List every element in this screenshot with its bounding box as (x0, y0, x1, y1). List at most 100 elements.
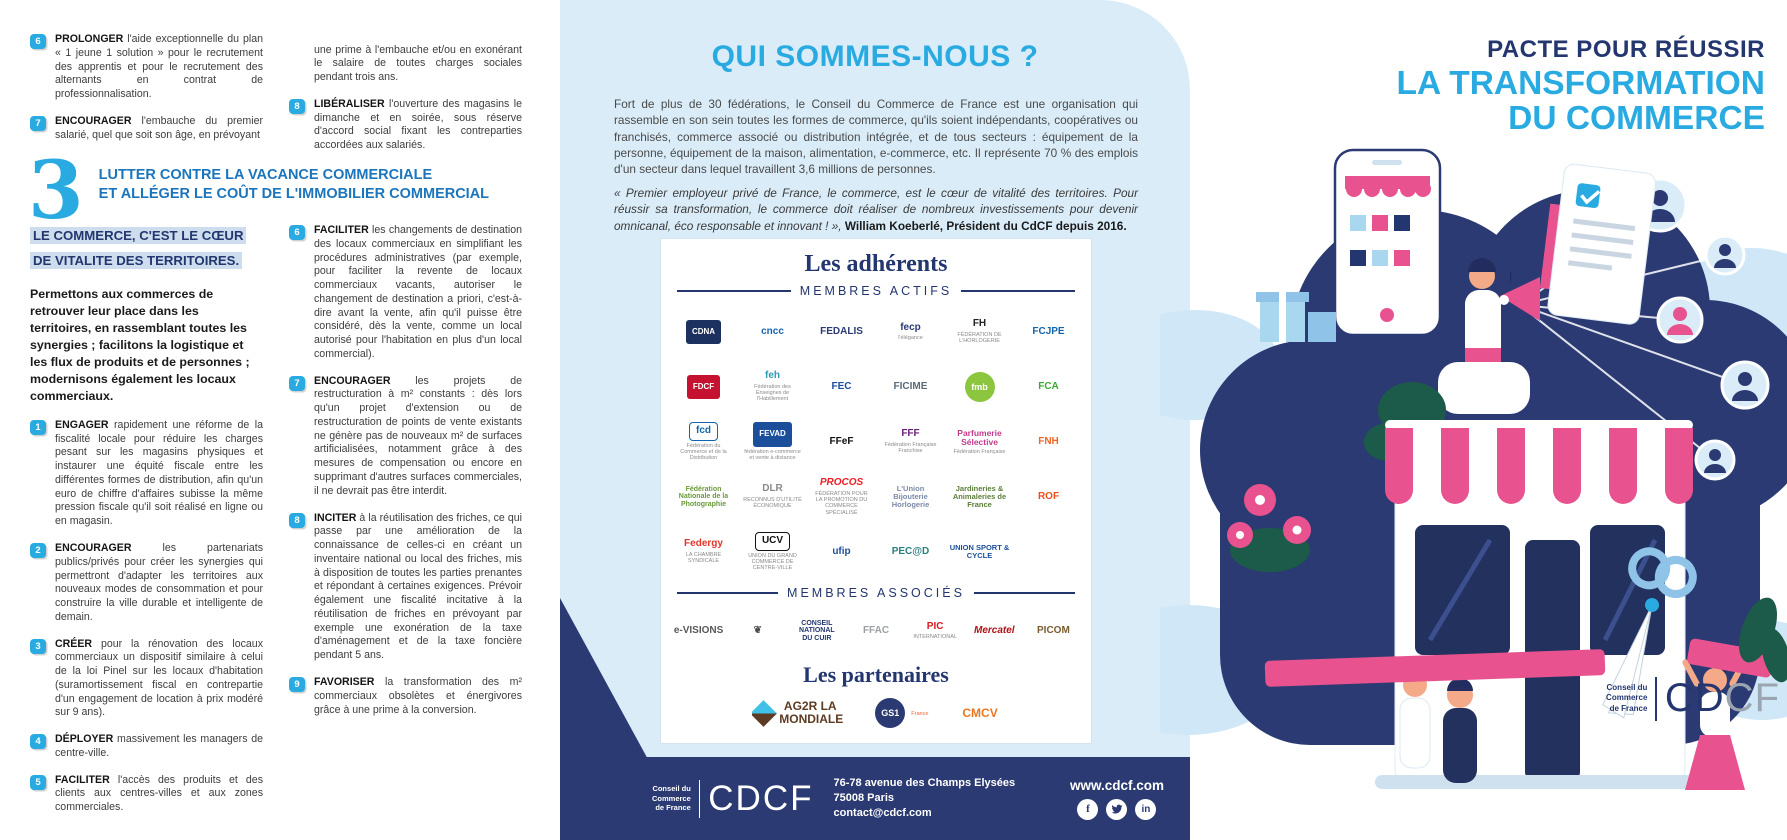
logo-parfumerie-selective: Parfumerie Sélective Fédération Française (945, 416, 1014, 468)
membres-associes-divider: MEMBRES ASSOCIÉS (677, 586, 1075, 600)
contact-email[interactable]: contact@cdcf.com (833, 806, 932, 819)
item-number-badge: 7 (30, 115, 46, 131)
item-text: ENGAGER rapidement une réforme de la fis… (55, 418, 263, 528)
ribbon-cutting (1264, 547, 1774, 719)
quote-text: « Premier employeur privé de France, le … (614, 186, 1138, 233)
highlight-statement: LE COMMERCE, C'EST LE CŒUR DE VITALITE D… (30, 224, 263, 274)
logo-text: FDCF (686, 374, 721, 400)
logo-fedalis: FEDALIS (807, 306, 876, 358)
logo-ffef: FFeF (807, 416, 876, 468)
logo-text: UCV (754, 532, 791, 551)
avatar (1694, 439, 1736, 481)
corner-leaves (1738, 597, 1787, 683)
cover-title: PACTE POUR RÉUSSIR LA TRANSFORMATION DU … (1355, 36, 1765, 137)
linkedin-icon[interactable]: in (1135, 798, 1157, 820)
section-title-line2: ET ALLÉGER LE COÛT DE L'IMMOBILIER COMME… (98, 186, 490, 203)
left-top-column-a: 6 PROLONGER l'aide exceptionnelle du plan… (30, 33, 263, 155)
cdcf-org-name: Conseil du Commerce de France (652, 783, 691, 813)
action-item-6: 6 FACILITER les changements de destinatio… (289, 224, 522, 362)
membres-actifs-divider: MEMBRES ACTIFS (677, 284, 1075, 298)
item-number-badge: 4 (30, 734, 46, 750)
logo-text: feh (765, 370, 780, 382)
gift-boxes (1256, 292, 1336, 342)
logo-text: FNH (1038, 435, 1059, 447)
logo-conseil-national-cuir: CONSEIL NATIONAL DU CUIR (787, 608, 846, 654)
item-number-badge: 8 (289, 98, 305, 114)
address-line1: 76-78 avenue des Champs Elysées (833, 777, 1016, 790)
logo-rof-opticiens: ROF (1014, 471, 1083, 523)
phone-shelves (1350, 215, 1410, 266)
logo-text: cncc (761, 325, 784, 337)
logo-fmb: fmb (945, 361, 1014, 413)
avatar (1720, 360, 1770, 410)
logo-subtext: Fédération Française (953, 448, 1006, 455)
logo-procos: PROCOS FÉDÉRATION POUR LA PROMOTION DU CO… (807, 471, 876, 523)
scissors-icon (1602, 547, 1697, 719)
logo-subtext: FÉDÉRATION DE L'HORLOGERIE (957, 331, 1002, 345)
cover-org-name: Conseil du Commerce de France (1606, 682, 1648, 713)
section-title-line1: LUTTER CONTRE LA VACANCE COMMERCIALE (98, 167, 433, 183)
logo-fh-horlogerie: FH FÉDÉRATION DE L'HORLOGERIE (945, 306, 1014, 358)
check-box (1575, 183, 1601, 208)
action-item-6: 6 PROLONGER l'aide exceptionnelle du plan… (30, 33, 263, 102)
logo-text: AG2R LA MONDIALE (779, 699, 844, 726)
logo-fcd: fcd Fédération du Commerce et de la Distr… (669, 416, 738, 468)
address-line2: 75008 Paris (833, 792, 895, 805)
logo-text: FH (972, 318, 987, 330)
logo-divider (698, 779, 701, 818)
logo-subtext: l'élégance (898, 335, 923, 342)
section-3-left-column: LE COMMERCE, C'EST LE CŒUR DE VITALITE D… (30, 224, 263, 828)
item-text: ENCOURAGER les projets de restructuratio… (314, 374, 522, 497)
item-number-badge: 2 (30, 543, 46, 558)
ribbon-right (1687, 638, 1774, 678)
logo-gs1-france: GS1 France (873, 690, 930, 736)
membres-actifs-logo-grid: CDNA cncc FEDALIS fecp l'élégance FH FÉDÉRATIO… (661, 304, 1091, 580)
logo-text: FFeF (829, 435, 854, 447)
item-text: LIBÉRALISER l'ouverture des magasins le … (314, 97, 522, 152)
logo-ufip: ufip (807, 526, 876, 578)
logo-text: Mercatel (973, 624, 1015, 636)
logo-feh: feh Fédération des Enseignes de l'Habille… (738, 361, 807, 413)
logo-subtext: LA CHAMBRE SYNDICALE (685, 551, 722, 565)
website-link[interactable]: www.cdcf.com (1069, 777, 1164, 793)
logo-subtext: UNION DU GRAND COMMERCE DE CENTRE-VILLE (748, 552, 797, 572)
divider-line (677, 592, 779, 594)
megaphone-icon (1500, 277, 1540, 321)
logo-mercatel: Mercatel (965, 608, 1024, 654)
logo-text: fmb (964, 372, 995, 402)
logo-text: FFAC (862, 624, 890, 636)
logo-text: CDNA (685, 319, 722, 345)
left-top-column-b: une prime à l'embauche et/ou en exonéran… (289, 33, 522, 166)
item-text: ENCOURAGER l'embauche du premier salarié… (55, 114, 263, 141)
item-number-badge: 1 (30, 419, 46, 435)
partenaires-title: Les partenaires (803, 662, 949, 687)
action-item-7: 7 ENCOURAGER les projets de restructurati… (289, 375, 522, 499)
logo-text: Parfumerie Sélective (957, 427, 1002, 447)
item-text: FACILITER l'accès des produits et des cl… (55, 773, 263, 814)
logo-union-sport-cycle: UNION SPORT & CYCLE (945, 526, 1014, 578)
contact-footer: Conseil du Commerce de France CDCF 76-78… (560, 757, 1190, 840)
logo-text: FICIME (893, 380, 928, 392)
facebook-icon[interactable]: f (1077, 798, 1099, 820)
action-item-3: 3 CRÉER pour la rénovation des locaux com… (30, 638, 263, 721)
twitter-icon[interactable] (1106, 798, 1128, 820)
logo-text: CMCV (962, 705, 998, 720)
logo-text: GS1 (875, 698, 906, 728)
logo-federgy: Federgy LA CHAMBRE SYNDICALE (669, 526, 738, 578)
logo-text: FEVAD (753, 422, 792, 447)
logo-text: ufip (832, 545, 851, 557)
item-number-badge: 9 (289, 676, 305, 692)
logo-text: Fédération Nationale de la Photographie (678, 485, 729, 508)
logo-subtext: France (911, 710, 929, 717)
cover-illustration (1160, 148, 1787, 790)
web-social-block: www.cdcf.com f in (1070, 778, 1164, 820)
logo-divider (1655, 676, 1657, 721)
logo-text: FFF (901, 428, 920, 440)
logo-fcjpe: FCJPE (1014, 306, 1083, 358)
logo-picom: PICOM (1024, 608, 1083, 654)
mobile-shop-illustration (1333, 148, 1442, 337)
people-figures (1399, 659, 1747, 790)
logo-text: L'Union Bijouterie Horlogerie (891, 484, 930, 509)
logo-cdna: CDNA (669, 306, 738, 358)
sidewalk (1375, 775, 1705, 789)
